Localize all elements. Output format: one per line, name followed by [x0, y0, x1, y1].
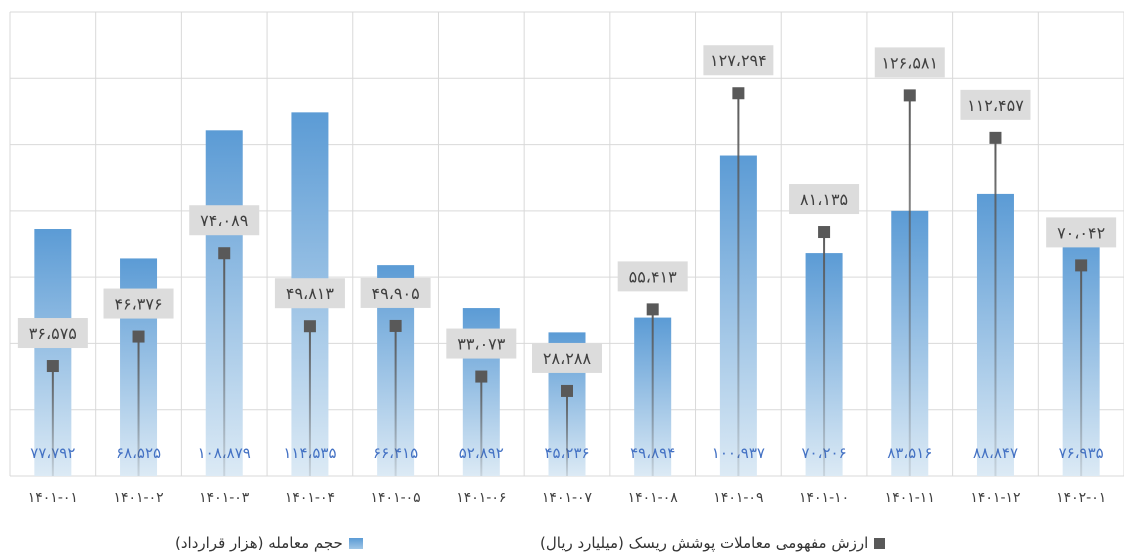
- x-tick-label: ۱۴۰۱-۰۵: [371, 490, 421, 506]
- x-tick-label: ۱۴۰۱-۱۰: [799, 490, 849, 506]
- x-axis-ticks: ۱۴۰۱-۰۱ ۱۴۰۱-۰۲ ۱۴۰۱-۰۳ ۱۴۰۱-۰۴ ۱۴۰۱-۰۵ ۱۴۰۱-…: [28, 490, 1106, 506]
- marker-stem: [908, 95, 911, 476]
- marker-value-label: ۳۶،۵۷۵: [29, 324, 77, 343]
- marker-label-box: [617, 261, 688, 292]
- marker-label-box: [360, 277, 431, 308]
- marker-point: [1075, 259, 1088, 272]
- marker-point: [903, 89, 916, 102]
- legend-bar-label: حجم معامله (هزار قرارداد): [175, 534, 343, 552]
- x-tick-label: ۱۴۰۱-۰۶: [456, 490, 506, 506]
- legend-marker-swatch: [874, 537, 886, 549]
- marker-stem: [137, 336, 140, 476]
- x-tick-label: ۱۴۰۱-۰۱: [28, 490, 78, 506]
- marker-value-label: ۵۵،۴۱۳: [629, 267, 678, 286]
- marker-label-box: [789, 184, 860, 215]
- legend-marker: ارزش مفهومی معاملات پوشش ریسک (میلیارد ر…: [540, 534, 886, 552]
- marker-value-label: ۴۹،۹۰۵: [372, 284, 420, 303]
- marker-value-label: ۱۲۷،۲۹۴: [710, 51, 767, 70]
- marker-stem: [223, 253, 226, 476]
- marker-label-box: [703, 45, 774, 76]
- marker-stem: [308, 326, 311, 476]
- marker-point: [475, 370, 488, 383]
- x-tick-label: ۱۴۰۱-۰۲: [113, 490, 163, 506]
- marker-value-label: ۱۲۶،۵۸۱: [881, 53, 938, 72]
- x-tick-label: ۱۴۰۱-۰۷: [542, 490, 593, 506]
- marker-point: [561, 384, 573, 397]
- x-tick-label: ۱۴۰۱-۱۲: [970, 490, 1020, 506]
- marker-value-label: ۷۰،۰۴۲: [1057, 223, 1105, 242]
- marker-point: [303, 320, 316, 333]
- marker-point: [989, 131, 1002, 144]
- marker-value-label: ۱۱۲،۴۵۷: [967, 96, 1024, 115]
- marker-stem: [737, 93, 740, 476]
- x-tick-label: ۱۴۰۲-۰۱: [1056, 490, 1106, 506]
- x-tick-label: ۱۴۰۱-۰۸: [628, 490, 679, 506]
- marker-label-box: [274, 278, 345, 309]
- x-tick-label: ۱۴۰۱-۰۹: [713, 490, 763, 506]
- legend-marker-label: ارزش مفهومی معاملات پوشش ریسک (میلیارد ر…: [540, 534, 869, 552]
- marker-stem: [994, 137, 997, 476]
- marker-label-box: [874, 47, 945, 78]
- marker-label-box: [189, 205, 260, 236]
- marker-point: [132, 330, 145, 343]
- marker-point: [389, 319, 402, 332]
- legend-bar: حجم معامله (هزار قرارداد): [175, 534, 363, 552]
- marker-value-label: ۴۶،۳۷۶: [114, 295, 162, 314]
- marker-label-box: [532, 342, 602, 373]
- marker-label-box: [446, 328, 517, 359]
- marker-label-box: [17, 318, 88, 349]
- marker-value-label: ۲۸،۲۸۸: [543, 349, 592, 368]
- chart-svg: ۷۷،۷۹۲ ۶۸،۵۲۵ ۱۰۸،۸۷۹ ۱۱۴،۵۳۵ ۶۶،۴۱۵ ۵۲،۸۹۲ ۴۵…: [9, 11, 1124, 506]
- marker-stem: [480, 376, 483, 476]
- marker-value-label: ۷۴،۰۸۹: [200, 211, 248, 230]
- marker-stem: [1080, 265, 1083, 476]
- marker-point: [218, 247, 231, 260]
- marker-point: [646, 303, 659, 316]
- x-tick-label: ۱۴۰۱-۱۱: [885, 490, 935, 506]
- marker-label-box: [103, 288, 174, 319]
- marker-value-label: ۳۳،۰۷۳: [457, 335, 506, 354]
- x-tick-label: ۱۴۰۱-۰۴: [285, 490, 335, 506]
- marker-stem: [566, 390, 568, 476]
- marker-stem: [51, 366, 54, 476]
- marker-label-box: [960, 89, 1031, 120]
- legend-bar-swatch: [348, 537, 363, 549]
- marker-value-label: ۸۱،۱۳۵: [800, 190, 848, 209]
- marker-series: ۳۶،۵۷۵ ۴۶،۳۷۶ ۷۴،۰۸۹ ۴۹،۸۱۳ ۴۹،۹۰۵ ۳۳،۰۷۳ ۲۸،۲…: [17, 45, 1117, 476]
- marker-stem: [394, 325, 397, 476]
- marker-label-box: [1046, 217, 1117, 248]
- marker-value-label: ۴۹،۸۱۳: [286, 284, 335, 303]
- x-tick-label: ۱۴۰۱-۰۳: [199, 490, 250, 506]
- marker-point: [732, 87, 745, 100]
- marker-stem: [651, 309, 654, 476]
- marker-point: [46, 360, 59, 373]
- marker-stem: [823, 232, 826, 476]
- marker-point: [818, 226, 831, 239]
